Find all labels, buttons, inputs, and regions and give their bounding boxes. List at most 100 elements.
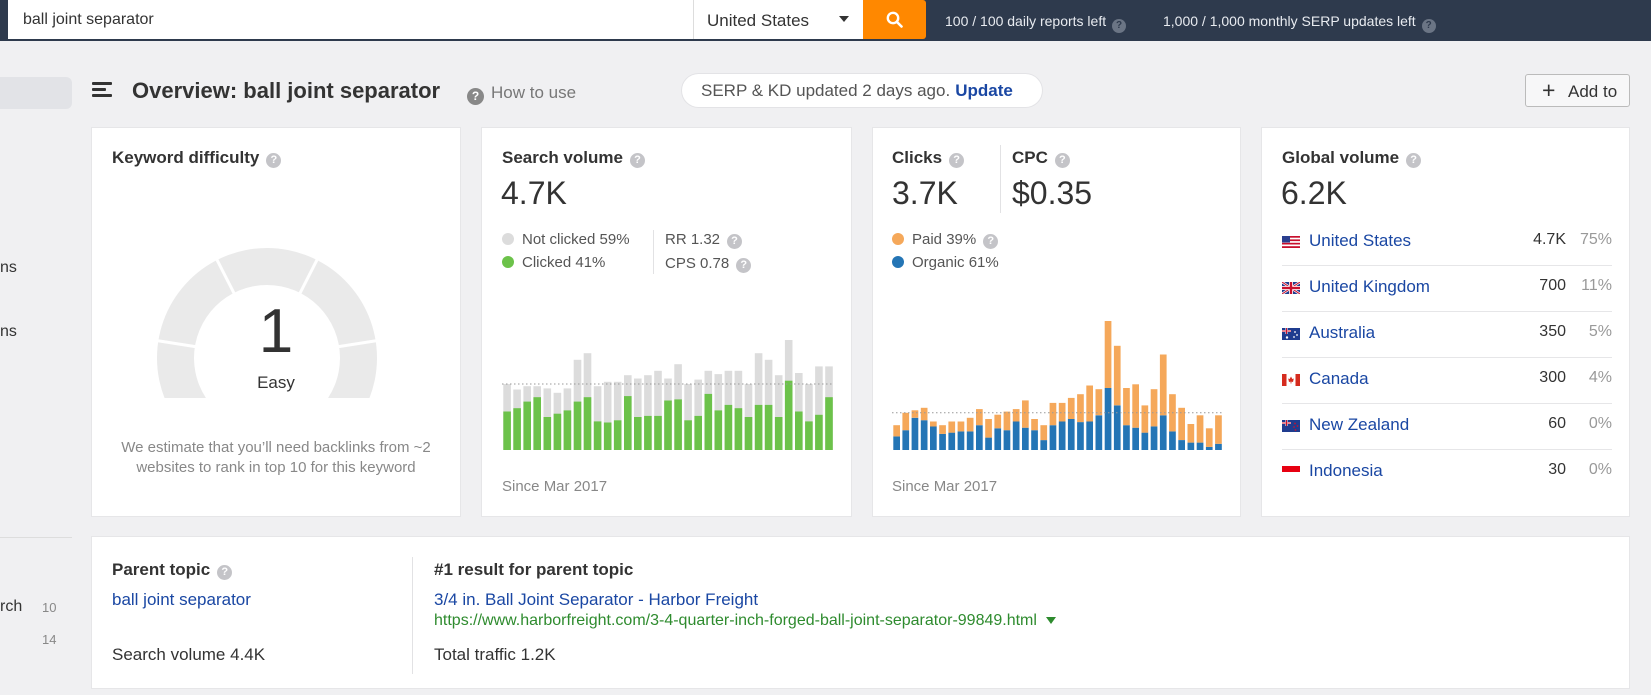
country-link[interactable]: Indonesia bbox=[1309, 461, 1383, 480]
add-to-button[interactable]: + Add to bbox=[1525, 74, 1630, 107]
caret-down-icon[interactable] bbox=[1046, 617, 1057, 624]
help-icon[interactable]: ? bbox=[217, 565, 233, 580]
help-icon[interactable]: ? bbox=[1054, 153, 1070, 168]
sidebar-item-label[interactable]: ns bbox=[0, 259, 17, 276]
chart-bar-organic bbox=[939, 433, 946, 450]
chart-bar-organic bbox=[976, 425, 983, 450]
how-to-use-link[interactable]: ? How to use bbox=[467, 83, 576, 105]
chart-bar-clicked bbox=[784, 380, 793, 450]
chart-bar-not-clicked bbox=[603, 381, 612, 450]
help-icon[interactable]: ? bbox=[1112, 19, 1127, 33]
country-link[interactable]: New Zealand bbox=[1309, 415, 1410, 434]
search-input-value[interactable]: ball joint separator bbox=[23, 11, 154, 28]
chart-bar-paid bbox=[985, 419, 992, 438]
search-icon[interactable] bbox=[886, 11, 903, 28]
sidebar-item-label[interactable]: rch bbox=[0, 598, 23, 615]
chart-bar-organic bbox=[1215, 443, 1222, 450]
help-icon[interactable]: ? bbox=[629, 153, 645, 168]
gauge-separators bbox=[156, 257, 378, 349]
update-status-text: SERP & KD updated 2 days ago. bbox=[701, 81, 951, 100]
chart-bar-organic bbox=[994, 428, 1002, 450]
gauge-track bbox=[157, 248, 378, 398]
chart-bar-organic bbox=[1113, 405, 1121, 450]
chevron-down-icon[interactable] bbox=[839, 16, 849, 22]
chart-bar-paid bbox=[1187, 424, 1195, 443]
sidebar-item-label[interactable]: ns bbox=[0, 323, 17, 340]
country-row: New Zealand 60 0% bbox=[1282, 404, 1612, 450]
global-volume-title: Global volume bbox=[1282, 148, 1400, 167]
chart-bar-paid bbox=[1196, 415, 1204, 443]
country-link[interactable]: Australia bbox=[1309, 323, 1376, 342]
chart-bar-not-clicked bbox=[694, 379, 702, 450]
chart-bar-paid bbox=[1159, 354, 1167, 416]
menu-icon[interactable] bbox=[92, 82, 112, 98]
country-select-value[interactable]: United States bbox=[707, 11, 810, 30]
country-percent: 4% bbox=[1588, 369, 1612, 386]
country-select[interactable]: United States bbox=[693, 0, 863, 39]
cpc-title: CPC bbox=[1012, 148, 1048, 167]
chart-bar-paid bbox=[1049, 402, 1057, 426]
sidebar-active-item[interactable] bbox=[0, 77, 72, 109]
chart-bar-clicked bbox=[593, 421, 602, 450]
chart-bar-clicked bbox=[503, 411, 511, 450]
sidebar-item-count: 14 bbox=[42, 632, 57, 647]
divider bbox=[412, 557, 413, 674]
search-button[interactable] bbox=[863, 0, 926, 39]
help-icon[interactable]: ? bbox=[949, 153, 965, 168]
chart-bar-organic bbox=[1086, 421, 1093, 450]
country-link[interactable]: United Kingdom bbox=[1309, 277, 1430, 296]
update-link[interactable]: Update bbox=[955, 81, 1013, 100]
help-icon[interactable]: ? bbox=[266, 153, 282, 168]
help-icon[interactable]: ? bbox=[1406, 153, 1422, 168]
chart-bar-not-clicked bbox=[613, 381, 622, 450]
chart-bar-organic bbox=[1077, 422, 1084, 450]
parent-topic-link[interactable]: ball joint separator bbox=[112, 590, 251, 609]
help-icon[interactable]: ? bbox=[727, 234, 743, 249]
search-volume-chart bbox=[502, 340, 834, 450]
update-status-pill: SERP & KD updated 2 days ago. Update bbox=[682, 74, 1042, 107]
chart-bar-clicked bbox=[774, 417, 783, 450]
chart-bar-organic bbox=[1058, 421, 1066, 450]
add-to-label[interactable]: Add to bbox=[1568, 82, 1618, 101]
top-result-link[interactable]: 3/4 in. Ball Joint Separator - Harbor Fr… bbox=[434, 590, 759, 609]
chart-bar-clicked bbox=[764, 404, 773, 450]
clicked-label: Clicked 41% bbox=[522, 254, 606, 271]
chart-bar-clicked bbox=[624, 396, 632, 450]
country-row: Canada 300 4% bbox=[1282, 358, 1612, 404]
country-link[interactable]: Canada bbox=[1309, 369, 1369, 388]
search-volume-title: Search volume bbox=[502, 148, 623, 167]
cps-value: CPS 0.78 bbox=[665, 255, 730, 272]
chart-bar-clicked bbox=[533, 397, 541, 450]
chart-bar-not-clicked bbox=[764, 359, 773, 450]
cps-metric: CPS 0.78? bbox=[665, 255, 752, 273]
top-result-url-text[interactable]: https://www.harborfreight.com/3-4-quarte… bbox=[434, 612, 1037, 629]
country-row: United Kingdom 700 11% bbox=[1282, 266, 1612, 312]
chart-bar-clicked bbox=[654, 415, 662, 450]
chart-bar-paid bbox=[1215, 415, 1222, 444]
help-icon: ? bbox=[467, 88, 484, 105]
chart-bar-clicked bbox=[825, 397, 833, 450]
help-icon[interactable]: ? bbox=[1421, 19, 1436, 33]
card-title: Clicks? bbox=[892, 148, 965, 168]
difficulty-note: We estimate that you’ll need backlinks f… bbox=[121, 439, 431, 476]
country-row: United States 4.7K 75% bbox=[1282, 220, 1612, 266]
chart-bar-organic bbox=[1067, 419, 1075, 450]
chart-bar-organic bbox=[1169, 431, 1176, 450]
chart-bar-organic bbox=[1132, 427, 1139, 450]
chart-bar-organic bbox=[1049, 425, 1057, 450]
chart-bar-organic bbox=[1022, 427, 1029, 450]
country-link[interactable]: United States bbox=[1309, 231, 1412, 250]
chart-bar-paid bbox=[893, 425, 900, 437]
not-clicked-dot bbox=[502, 233, 514, 245]
chart-bar-paid bbox=[1067, 397, 1075, 419]
monthly-updates-quota: 1,000 / 1,000 monthly SERP updates left? bbox=[1163, 13, 1436, 33]
top-result-url[interactable]: https://www.harborfreight.com/3-4-quarte… bbox=[434, 612, 1057, 630]
chart-bar-not-clicked bbox=[684, 384, 692, 450]
help-icon[interactable]: ? bbox=[736, 258, 752, 273]
chart-bar-paid bbox=[1205, 428, 1213, 447]
keyword-search-input[interactable]: ball joint separator bbox=[8, 0, 693, 39]
help-icon[interactable]: ? bbox=[983, 234, 999, 249]
parent-topic-card: Parent topic? ball joint separator Searc… bbox=[91, 536, 1630, 689]
rr-metric: RR 1.32? bbox=[665, 231, 743, 249]
how-to-use-label[interactable]: How to use bbox=[491, 83, 577, 102]
